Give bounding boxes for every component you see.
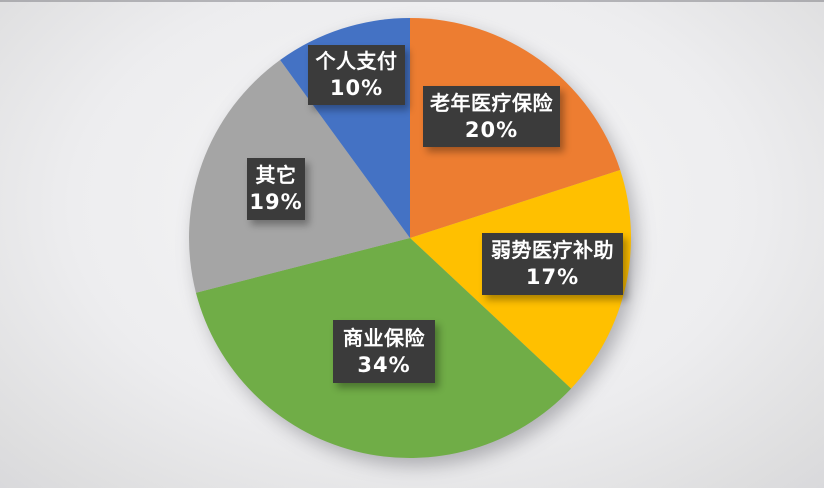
data-label-vulnerable-medical-aid: 弱势医疗补助 17% bbox=[482, 233, 623, 295]
data-label-other: 其它 19% bbox=[247, 158, 305, 220]
data-label-percent: 17% bbox=[525, 265, 580, 289]
data-label-elderly-medical-insurance: 老年医疗保险 20% bbox=[423, 86, 560, 147]
data-label-percent: 34% bbox=[357, 352, 411, 377]
data-label-percent: 19% bbox=[249, 190, 303, 214]
data-label-text: 其它 bbox=[255, 163, 297, 187]
data-label-text: 弱势医疗补助 bbox=[491, 238, 614, 262]
data-label-commercial-insurance: 商业保险 34% bbox=[333, 320, 435, 383]
data-label-percent: 10% bbox=[329, 76, 384, 100]
data-label-text: 个人支付 bbox=[315, 49, 398, 73]
data-label-percent: 20% bbox=[464, 117, 519, 142]
data-label-personal-payment: 个人支付 10% bbox=[308, 45, 405, 105]
data-label-text: 老年医疗保险 bbox=[430, 90, 553, 115]
data-label-text: 商业保险 bbox=[343, 325, 425, 350]
